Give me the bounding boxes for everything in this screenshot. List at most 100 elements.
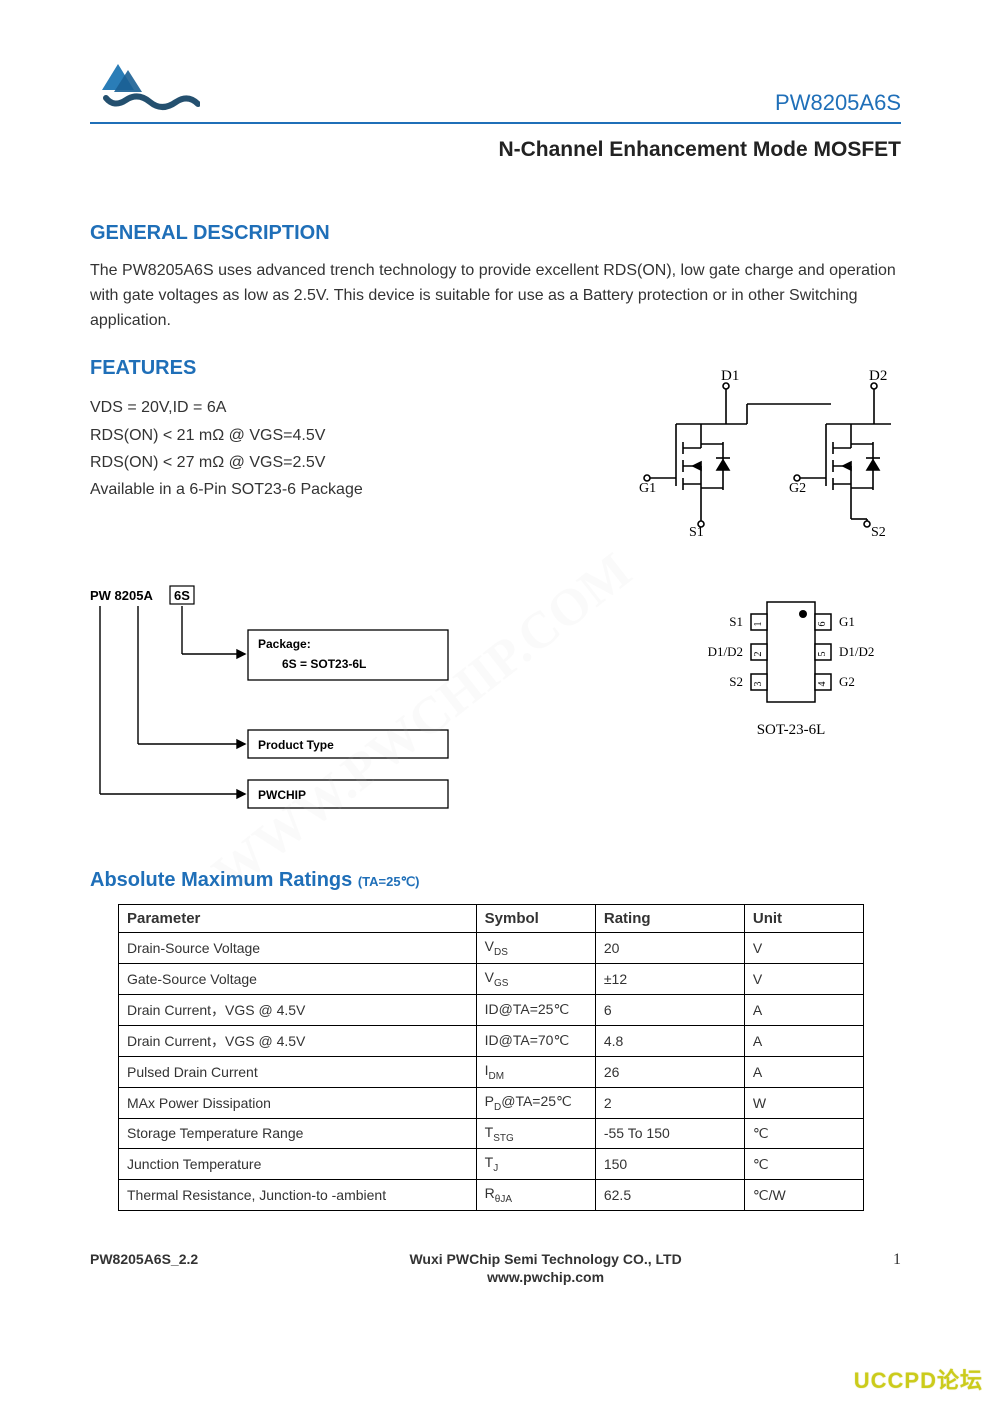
dual-mosfet-schematic: D1 D2 G1 G2 S1 S2 [631,364,901,544]
footer-company-name: Wuxi PWChip Semi Technology CO., LTD [409,1251,681,1267]
cell-parameter: Gate-Source Voltage [119,964,477,995]
abs-max-conditions: (TA=25℃) [358,874,420,889]
cell-parameter: Thermal Resistance, Junction-to -ambient [119,1180,477,1211]
cell-rating: 2 [595,1087,744,1118]
svg-text:D1/D2: D1/D2 [708,644,743,659]
table-row: Pulsed Drain CurrentIDM26A [119,1056,864,1087]
cell-unit: A [744,1025,863,1056]
table-row: Junction TemperatureTJ150℃ [119,1149,864,1180]
general-description-text: The PW8205A6S uses advanced trench techn… [90,259,901,333]
cell-unit: ℃ [744,1118,863,1149]
svg-text:D1: D1 [721,368,739,384]
datasheet-page: WWW.PWCHIP.COM PW8205A6S N-Channel Enhan… [0,0,991,1325]
svg-text:5: 5 [817,652,828,657]
cell-parameter: Pulsed Drain Current [119,1056,477,1087]
svg-text:Package:: Package: [258,637,311,651]
cell-unit: A [744,994,863,1025]
table-row: Gate-Source VoltageVGS±12V [119,964,864,995]
document-title: N-Channel Enhancement Mode MOSFET [90,138,901,162]
cell-symbol: RθJA [476,1180,595,1211]
footer-doc-version: PW8205A6S_2.2 [90,1251,198,1267]
cell-rating: ±12 [595,964,744,995]
svg-text:6S = SOT23-6L: 6S = SOT23-6L [282,657,366,671]
cell-symbol: VDS [476,933,595,964]
cell-rating: -55 To 150 [595,1118,744,1149]
part-number: PW8205A6S [775,90,901,116]
svg-text:G2: G2 [839,674,855,689]
features-block: VDS = 20V,ID = 6A RDS(ON) < 21 mΩ @ VGS=… [90,394,901,544]
footer-page-number: 1 [893,1251,901,1269]
table-row: Drain Current，VGS @ 4.5VID@TA=25℃6A [119,994,864,1025]
cell-symbol: TJ [476,1149,595,1180]
cell-parameter: Drain-Source Voltage [119,933,477,964]
svg-text:D1/D2: D1/D2 [839,644,874,659]
company-logo [90,60,200,116]
table-row: MAx Power DissipationPD@TA=25℃2W [119,1087,864,1118]
svg-text:PW 8205A: PW 8205A [90,588,153,603]
svg-text:PWCHIP: PWCHIP [258,788,306,802]
corner-watermark: UCCPD论坛 [854,1363,983,1395]
svg-text:1: 1 [753,622,764,627]
cell-unit: V [744,964,863,995]
cell-unit: A [744,1056,863,1087]
cell-unit: V [744,933,863,964]
cell-symbol: IDM [476,1056,595,1087]
svg-text:4: 4 [817,682,828,687]
absolute-max-ratings-heading: Absolute Maximum Ratings (TA=25℃) [90,869,901,892]
page-header: PW8205A6S [90,60,901,124]
cell-symbol: VGS [476,964,595,995]
table-row: Drain Current，VGS @ 4.5VID@TA=70℃4.8A [119,1025,864,1056]
feature-item: RDS(ON) < 21 mΩ @ VGS=4.5V [90,422,631,449]
features-list: VDS = 20V,ID = 6A RDS(ON) < 21 mΩ @ VGS=… [90,394,631,503]
cell-parameter: Drain Current，VGS @ 4.5V [119,994,477,1025]
cell-symbol: ID@TA=25℃ [476,994,595,1025]
table-header-row: Parameter Symbol Rating Unit [119,905,864,933]
svg-text:S2: S2 [871,525,886,540]
abs-max-heading-text: Absolute Maximum Ratings [90,869,352,891]
column-header: Rating [595,905,744,933]
cell-rating: 4.8 [595,1025,744,1056]
cell-rating: 62.5 [595,1180,744,1211]
column-header: Parameter [119,905,477,933]
table-row: Thermal Resistance, Junction-to -ambient… [119,1180,864,1211]
svg-text:2: 2 [753,652,764,657]
general-description-heading: GENERAL DESCRIPTION [90,222,901,245]
footer-company-site: www.pwchip.com [409,1269,681,1285]
cell-rating: 26 [595,1056,744,1087]
cell-symbol: PD@TA=25℃ [476,1087,595,1118]
svg-text:S1: S1 [729,614,743,629]
cell-symbol: ID@TA=70℃ [476,1025,595,1056]
ordering-and-package-row: PW 8205A 6S [90,584,901,829]
svg-text:6: 6 [817,622,828,627]
svg-text:G1: G1 [839,614,855,629]
cell-parameter: Storage Temperature Range [119,1118,477,1149]
cell-rating: 20 [595,933,744,964]
cell-rating: 6 [595,994,744,1025]
svg-text:S2: S2 [729,674,743,689]
page-footer: PW8205A6S_2.2 Wuxi PWChip Semi Technolog… [90,1251,901,1285]
table-row: Drain-Source VoltageVDS20V [119,933,864,964]
cell-parameter: MAx Power Dissipation [119,1087,477,1118]
feature-item: RDS(ON) < 27 mΩ @ VGS=2.5V [90,449,631,476]
svg-text:G2: G2 [789,481,806,496]
svg-text:D2: D2 [869,368,887,384]
cell-symbol: TSTG [476,1118,595,1149]
cell-unit: W [744,1087,863,1118]
package-pinout-diagram: 1 2 3 6 5 4 S1 D1/D2 S2 G1 D1/D2 G2 SOT-… [681,584,901,759]
svg-text:SOT-23-6L: SOT-23-6L [757,722,826,738]
feature-item: Available in a 6-Pin SOT23-6 Package [90,476,631,503]
cell-parameter: Drain Current，VGS @ 4.5V [119,1025,477,1056]
svg-text:Product Type: Product Type [258,738,334,752]
table-row: Storage Temperature RangeTSTG-55 To 150℃ [119,1118,864,1149]
feature-item: VDS = 20V,ID = 6A [90,394,631,421]
svg-text:G1: G1 [639,481,656,496]
ordering-information-diagram: PW 8205A 6S [90,584,470,829]
svg-text:6S: 6S [174,588,190,603]
column-header: Symbol [476,905,595,933]
absolute-max-ratings-table: Parameter Symbol Rating Unit Drain-Sourc… [118,904,864,1211]
cell-unit: ℃ [744,1149,863,1180]
column-header: Unit [744,905,863,933]
svg-text:3: 3 [753,682,764,687]
cell-unit: ℃/W [744,1180,863,1211]
cell-parameter: Junction Temperature [119,1149,477,1180]
